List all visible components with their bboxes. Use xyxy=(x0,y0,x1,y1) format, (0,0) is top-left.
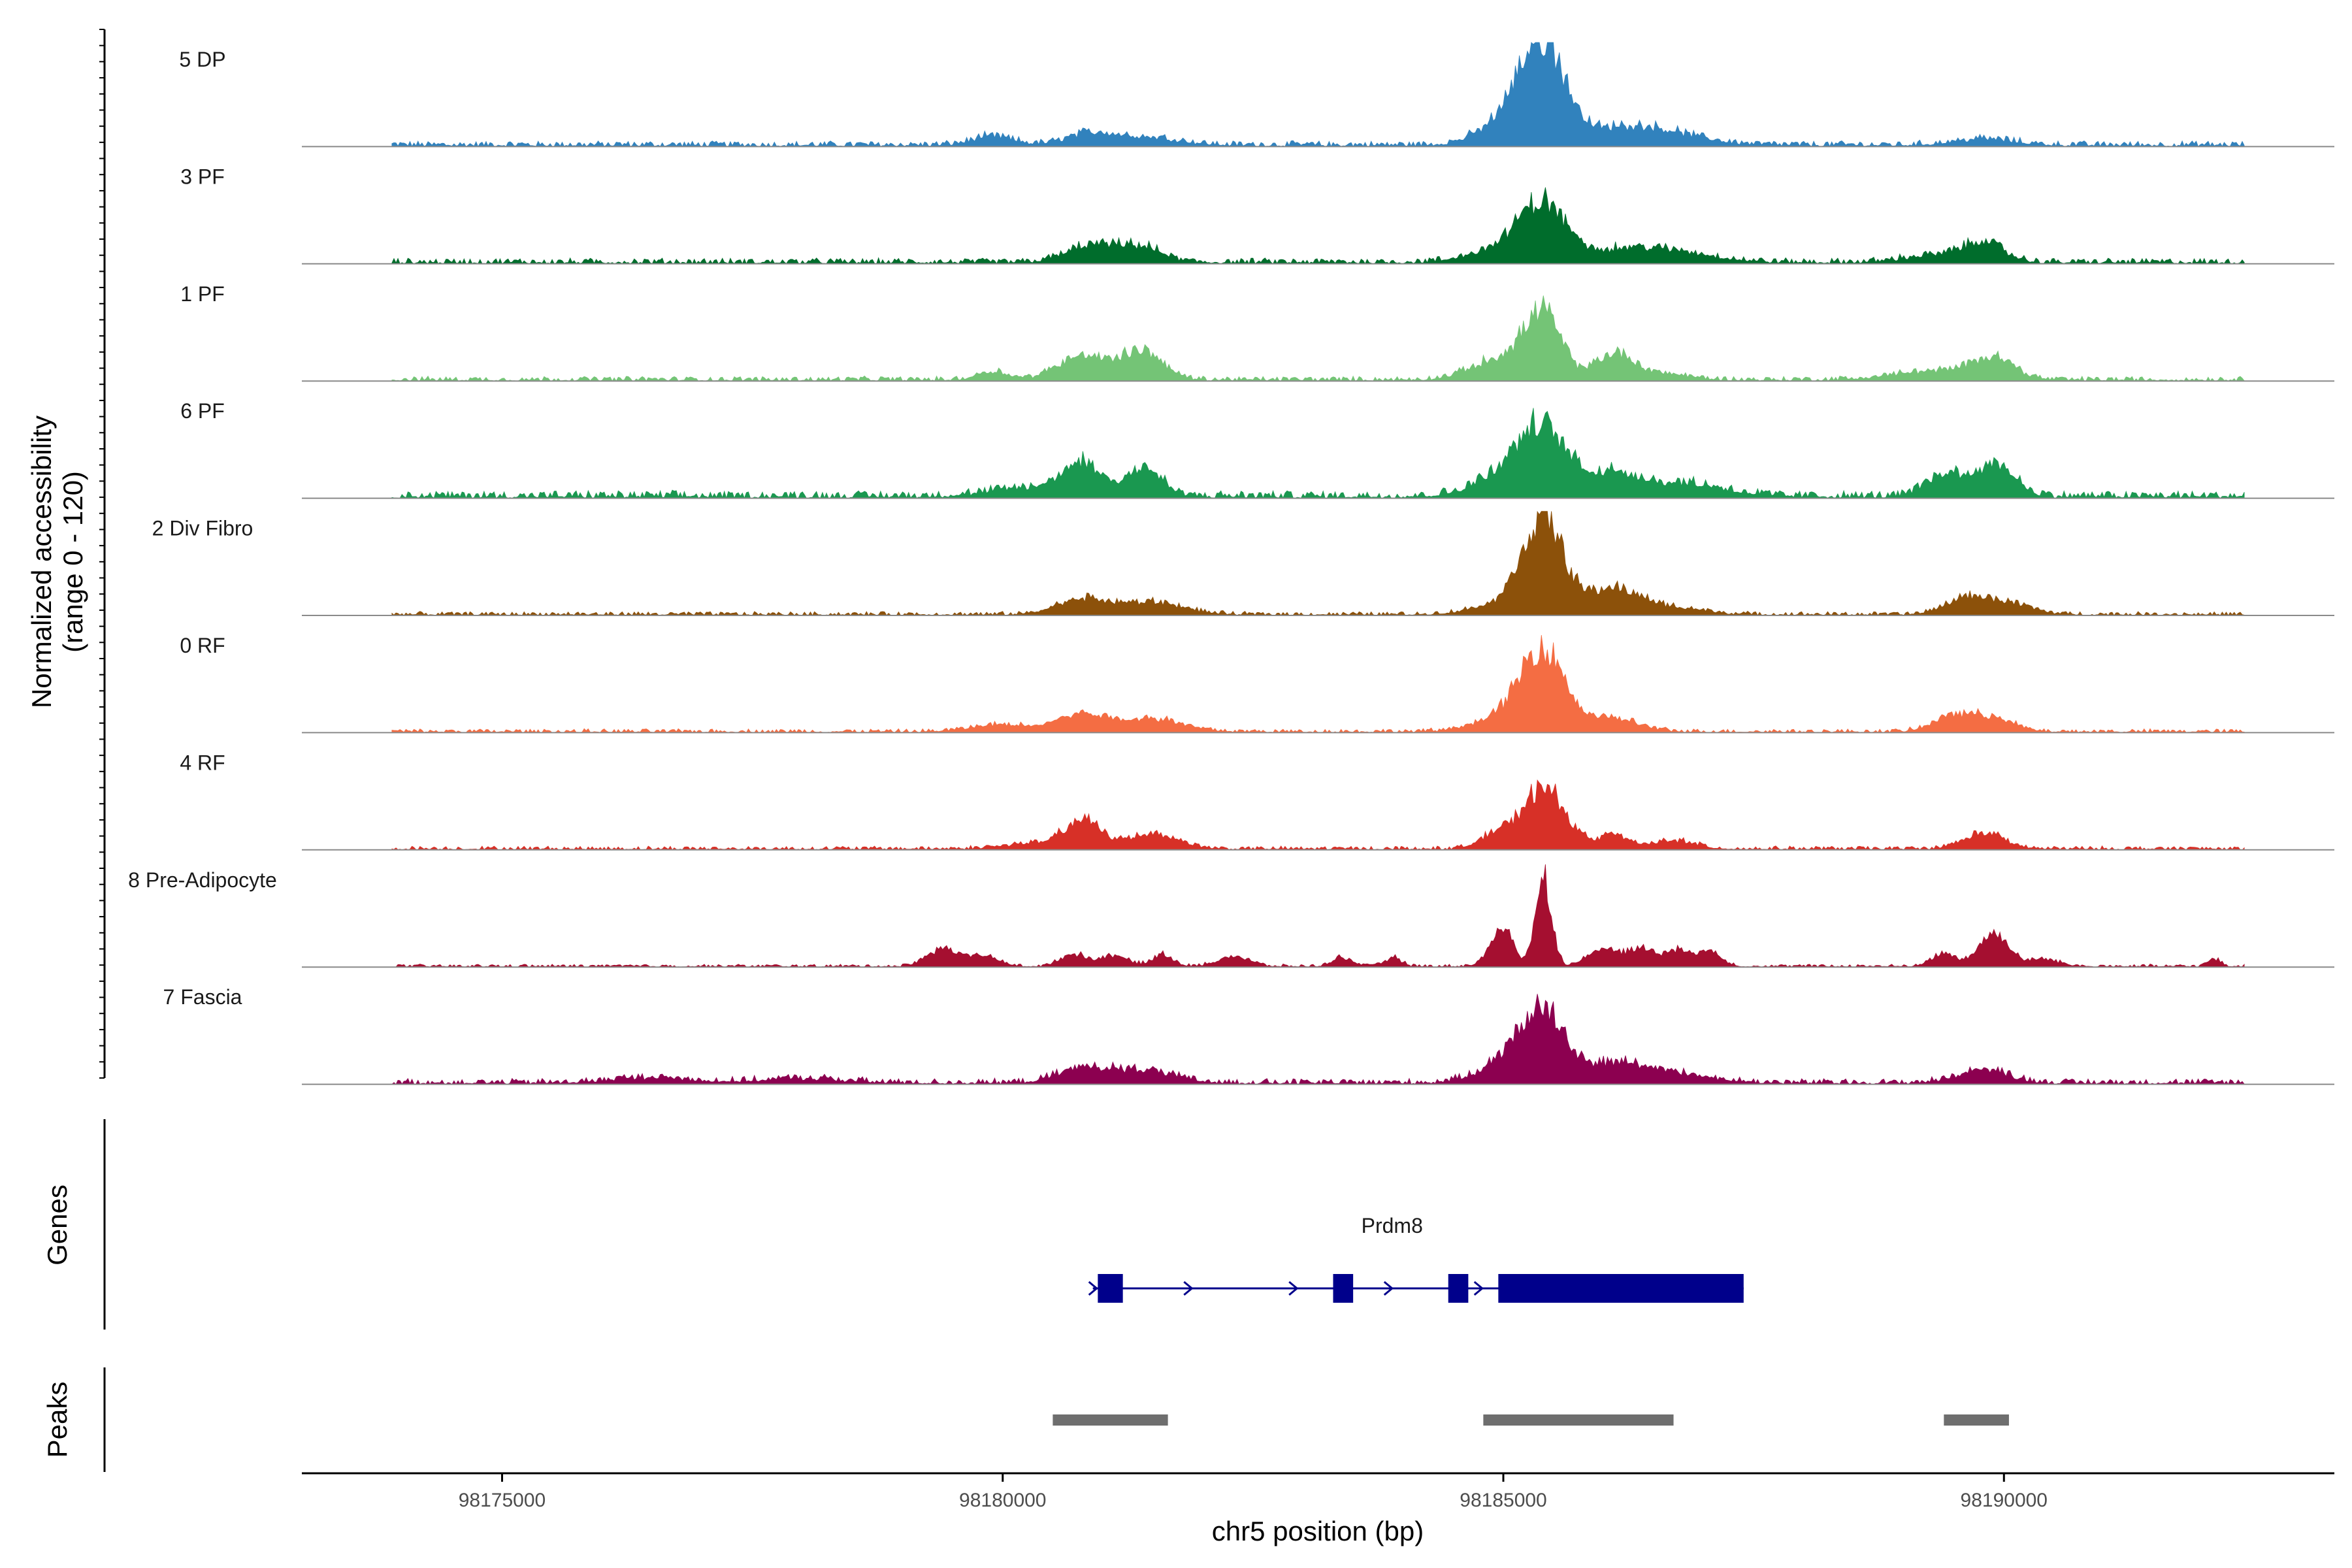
track-2-div-fibro: 2 Div Fibro xyxy=(152,510,2334,616)
track-label: 7 Fascia xyxy=(163,985,242,1009)
y-axis-title-line1: Normalized accessibility xyxy=(26,416,57,708)
x-axis-title: chr5 position (bp) xyxy=(1212,1516,1424,1546)
coverage-area xyxy=(391,408,2245,499)
y-axis-title: Normalized accessibility (range 0 - 120) xyxy=(26,416,88,708)
coverage-area xyxy=(391,510,2245,616)
track-label: 6 PF xyxy=(180,399,225,423)
gene-exon xyxy=(1448,1274,1469,1303)
peak-region xyxy=(1053,1414,1168,1426)
gene-track: Prdm8 xyxy=(1088,1214,1744,1303)
peak-region xyxy=(1483,1414,1674,1426)
track-3-pf: 3 PF xyxy=(180,165,2334,265)
track-5-dp: 5 DP xyxy=(179,42,2334,148)
track-0-rf: 0 RF xyxy=(180,634,2334,734)
track-7-fascia: 7 Fascia xyxy=(163,985,2334,1085)
genes-track-label: Genes xyxy=(42,1184,73,1266)
track-label: 3 PF xyxy=(180,165,225,188)
peak-track xyxy=(1053,1414,2009,1426)
track-label: 4 RF xyxy=(180,751,225,774)
track-label: 8 Pre-Adipocyte xyxy=(128,868,277,892)
coverage-y-ticks xyxy=(99,29,105,1079)
x-axis-ticks: 98175000 98180000 98185000 98190000 xyxy=(459,1473,2048,1511)
track-label: 0 RF xyxy=(180,634,225,657)
coverage-area xyxy=(391,634,2245,734)
gene-exon xyxy=(1333,1274,1354,1303)
x-tick-label: 98175000 xyxy=(459,1490,546,1511)
coverage-area xyxy=(391,295,2245,382)
track-6-pf: 6 PF xyxy=(180,399,2334,499)
gene-label: Prdm8 xyxy=(1362,1214,1423,1237)
gene-prdm8: Prdm8 xyxy=(1088,1214,1744,1303)
coverage-area xyxy=(391,779,2245,851)
x-tick-label: 98190000 xyxy=(1961,1490,2048,1511)
gene-exon xyxy=(1498,1274,1744,1303)
track-label: 1 PF xyxy=(180,282,225,306)
track-1-pf: 1 PF xyxy=(180,282,2334,382)
coverage-area xyxy=(391,994,2245,1085)
strand-arrow xyxy=(1183,1281,1194,1296)
track-8-pre-adipocyte: 8 Pre-Adipocyte xyxy=(128,864,2334,968)
strand-arrow xyxy=(1383,1281,1394,1296)
track-4-rf: 4 RF xyxy=(180,751,2334,851)
y-axis-title-line2: (range 0 - 120) xyxy=(57,471,88,653)
x-tick-label: 98185000 xyxy=(1460,1490,1546,1511)
strand-arrow xyxy=(1088,1281,1099,1296)
track-label: 5 DP xyxy=(179,48,225,71)
coverage-tracks: 5 DP 3 PF 1 PF 6 PF 2 Div Fibro 0 RF 4 RF 8 Pre… xyxy=(128,42,2334,1085)
track-label: 2 Div Fibro xyxy=(152,517,253,540)
strand-arrow xyxy=(1473,1281,1484,1296)
strand-arrow xyxy=(1288,1281,1299,1296)
coverage-area xyxy=(391,187,2245,265)
coverage-area xyxy=(391,864,2245,968)
peak-region xyxy=(1944,1414,2009,1426)
gene-exon xyxy=(1098,1274,1123,1303)
x-tick-label: 98180000 xyxy=(959,1490,1046,1511)
coverage-area xyxy=(391,42,2245,148)
peaks-track-label: Peaks xyxy=(42,1382,73,1458)
